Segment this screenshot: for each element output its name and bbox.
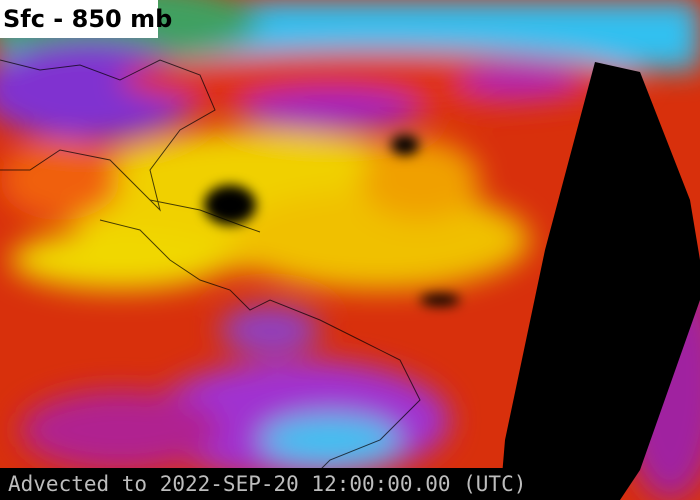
coastlines (0, 59, 421, 491)
layer-title: Sfc - 850 mb (0, 0, 172, 38)
timestamp-label: Advected to 2022-SEP-20 12:00:00.00 (UTC… (0, 468, 560, 500)
no-data-swath (500, 62, 700, 500)
